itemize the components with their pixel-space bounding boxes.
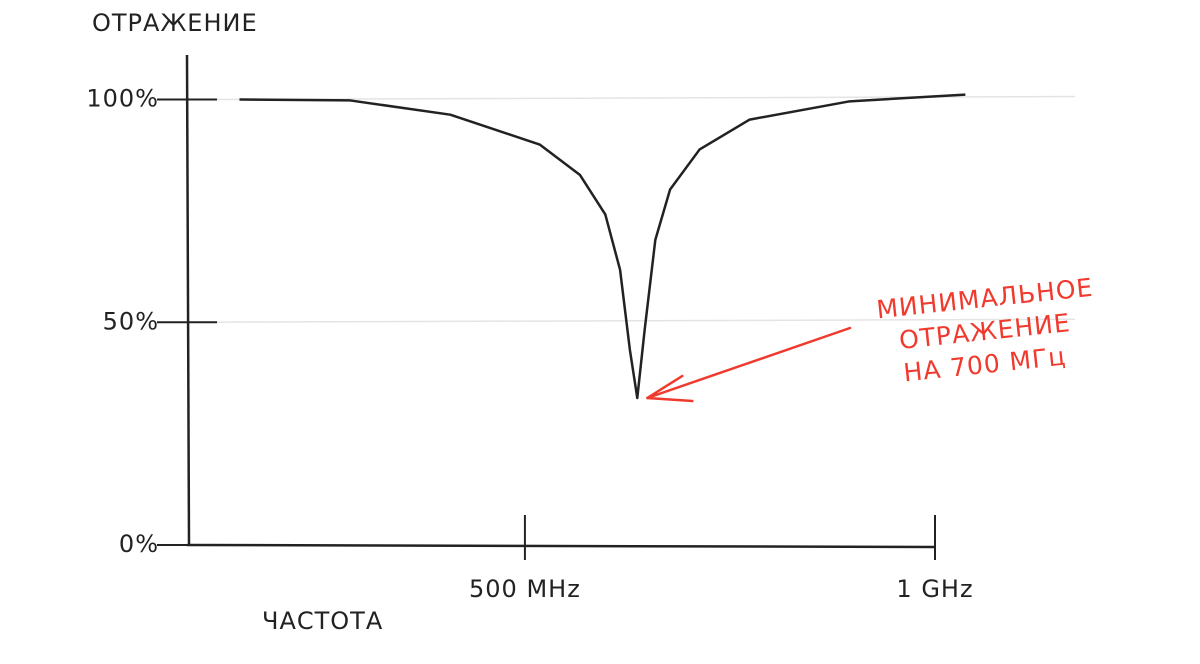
x-tick-label: 500 MHz xyxy=(469,575,581,603)
line xyxy=(239,93,966,400)
x-axis-title: ЧАСТОТА xyxy=(262,607,383,635)
x-tick-label: 1 GHz xyxy=(896,575,973,603)
x-axis xyxy=(186,543,936,549)
y-tick-label: 50% xyxy=(103,307,159,335)
annotation-arrow xyxy=(646,326,852,403)
y-tick-label: 0% xyxy=(119,530,159,558)
y-axis xyxy=(185,54,191,546)
y-axis-title: ОТРАЖЕНИЕ xyxy=(92,9,258,37)
y-tick-label: 100% xyxy=(86,85,159,113)
grid-line xyxy=(186,318,1076,324)
